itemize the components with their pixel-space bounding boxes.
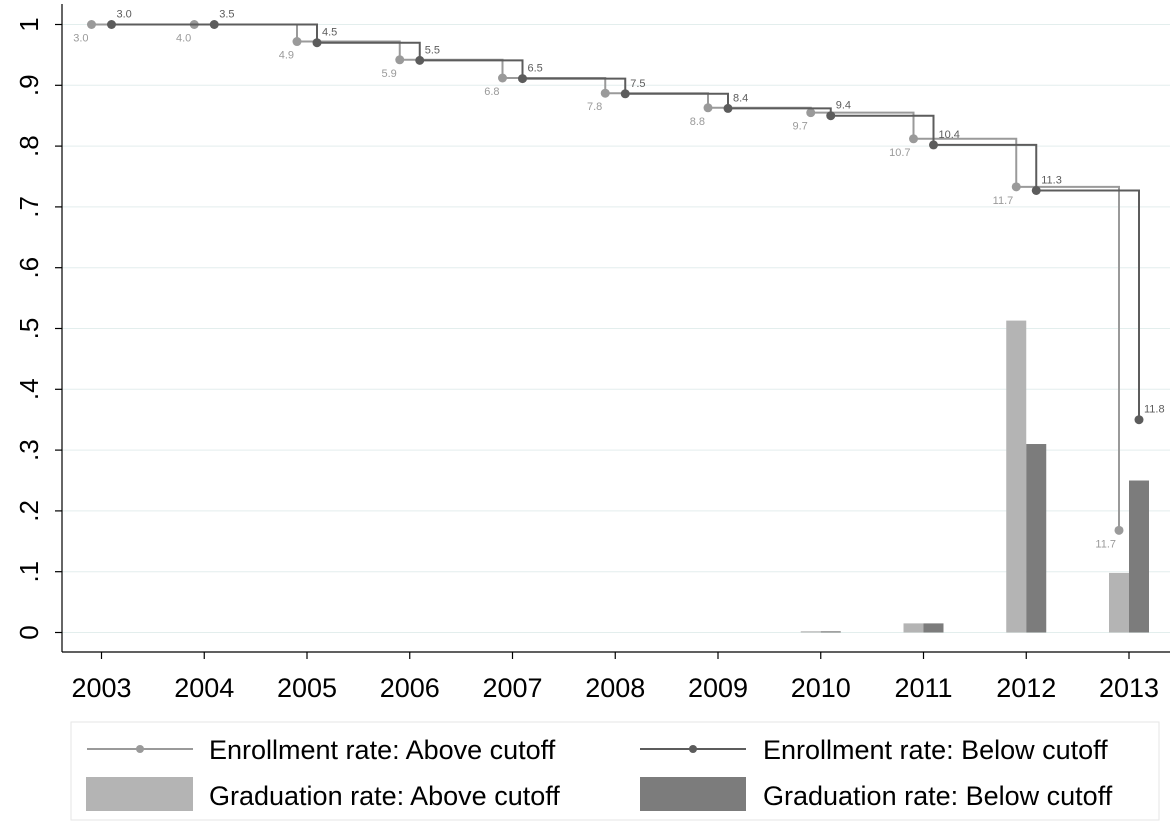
y-tick-label: .6 (14, 257, 44, 279)
point-label-enrollment-below: 3.5 (219, 9, 234, 21)
bar-graduation-below (820, 631, 841, 633)
bar-graduation-above (903, 623, 924, 633)
bar-layer (800, 320, 1149, 633)
legend-swatch-graduation-below (640, 777, 746, 811)
point-label-enrollment-above: 6.8 (484, 86, 499, 98)
point-label-enrollment-above: 8.8 (690, 116, 705, 128)
y-tick-label: .3 (14, 439, 44, 461)
y-tick-label: 1 (14, 17, 44, 31)
point-enrollment-below (518, 74, 527, 84)
legend-label-enrollment-above: Enrollment rate: Above cutoff (209, 735, 556, 765)
axis-layer: 0 .1 .2 .3 .4 .5 .6 .7 .8 .9 1 2003 2004 2005 2006 2007… (14, 4, 1170, 703)
point-label-enrollment-below: 6.5 (528, 63, 543, 75)
point-label-enrollment-above: 3.0 (73, 33, 88, 45)
x-tick-label: 2007 (482, 673, 542, 703)
point-enrollment-above (395, 55, 405, 65)
point-enrollment-above (292, 37, 302, 47)
bar-graduation-above (1109, 572, 1129, 633)
grid-lines (62, 24, 1170, 633)
y-tick-label: .1 (14, 561, 44, 583)
point-enrollment-above (703, 103, 713, 113)
point-enrollment-above (1114, 525, 1124, 535)
point-enrollment-above (600, 88, 610, 98)
point-enrollment-above (1011, 182, 1021, 192)
bar-graduation-above (800, 631, 821, 633)
y-tick-label: .5 (14, 318, 44, 340)
point-enrollment-below (826, 111, 836, 121)
x-tick-label: 2008 (585, 673, 645, 703)
y-tick-label: .4 (14, 378, 44, 400)
point-label-enrollment-above: 5.9 (381, 68, 396, 80)
x-tick-label: 2003 (71, 673, 131, 703)
point-label-enrollment-below: 10.4 (939, 129, 960, 141)
point-label-enrollment-above: 7.8 (587, 101, 602, 113)
point-label-enrollment-above: 10.7 (889, 147, 910, 159)
line-layer: 3.0 4.0 4.9 5.9 6.8 7.8 8.8 9.7 10.7 11.7 11.7 3.0 3… (73, 9, 1164, 551)
legend: Enrollment rate: Above cutoff Enrollment… (70, 721, 1160, 821)
y-tick-label: .9 (14, 74, 44, 96)
x-tick-label: 2013 (1099, 673, 1159, 703)
point-enrollment-above (87, 20, 96, 29)
x-tick-label: 2010 (791, 673, 851, 703)
point-enrollment-above (806, 108, 816, 118)
x-tick-label: 2009 (688, 673, 748, 703)
y-tick-label: .7 (14, 196, 44, 218)
x-tick-label: 2004 (174, 673, 234, 703)
legend-swatch-graduation-above (86, 777, 193, 811)
point-enrollment-below (1031, 185, 1041, 195)
point-enrollment-below (620, 89, 630, 99)
line-enrollment-below (111, 23, 1140, 420)
x-tick-label: 2011 (894, 673, 952, 703)
bar-graduation-below (1026, 444, 1047, 633)
point-label-enrollment-above: 11.7 (1095, 538, 1116, 550)
point-label-enrollment-below: 7.5 (630, 78, 645, 90)
point-enrollment-below (107, 20, 116, 29)
y-tick-label: .2 (14, 500, 44, 522)
point-enrollment-below (312, 38, 322, 48)
x-tick-label: 2006 (380, 673, 440, 703)
point-label-enrollment-below: 11.3 (1041, 174, 1062, 186)
point-label-enrollment-below: 8.4 (733, 92, 748, 104)
bar-graduation-below (1129, 480, 1149, 633)
legend-marker-enrollment-above (136, 745, 144, 753)
legend-marker-enrollment-below (689, 745, 697, 753)
point-enrollment-below (1134, 415, 1144, 425)
point-enrollment-above (909, 134, 918, 144)
point-label-enrollment-below: 9.4 (836, 100, 851, 112)
point-label-enrollment-above: 11.7 (993, 195, 1014, 207)
point-label-enrollment-below: 5.5 (425, 44, 440, 56)
y-tick-label: 0 (14, 625, 44, 639)
point-label-enrollment-above: 9.7 (792, 121, 807, 133)
x-tick-label: 2005 (277, 673, 337, 703)
point-label-enrollment-above: 4.9 (279, 50, 294, 62)
legend-box (70, 721, 1160, 821)
legend-label-enrollment-below: Enrollment rate: Below cutoff (763, 735, 1108, 765)
line-enrollment-above (91, 23, 1120, 531)
legend-label-graduation-above: Graduation rate: Above cutoff (209, 781, 560, 811)
point-enrollment-below (209, 20, 219, 29)
point-label-enrollment-above: 4.0 (176, 33, 191, 45)
point-label-enrollment-below: 4.5 (322, 27, 337, 39)
x-tick-label: 2012 (996, 673, 1056, 703)
point-enrollment-above (498, 73, 507, 83)
y-tick-label: .8 (14, 135, 44, 157)
bar-graduation-above (1006, 320, 1027, 633)
point-label-enrollment-below: 3.0 (117, 9, 132, 21)
bar-graduation-below (923, 623, 944, 633)
point-enrollment-below (415, 55, 425, 65)
point-enrollment-below (929, 140, 938, 150)
point-label-enrollment-below: 11.8 (1144, 404, 1165, 416)
legend-label-graduation-below: Graduation rate: Below cutoff (763, 781, 1113, 811)
point-enrollment-below (723, 103, 733, 113)
